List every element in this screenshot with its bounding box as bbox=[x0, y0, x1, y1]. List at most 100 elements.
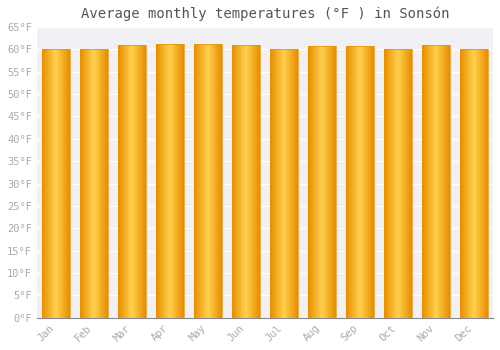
Bar bbox=[284, 49, 286, 318]
Bar bbox=[460, 49, 461, 318]
Bar bbox=[332, 47, 333, 318]
Bar bbox=[329, 47, 330, 318]
Bar bbox=[275, 49, 276, 318]
Bar bbox=[367, 47, 368, 318]
Bar bbox=[371, 47, 372, 318]
Bar bbox=[48, 49, 49, 318]
Bar bbox=[372, 47, 373, 318]
Bar bbox=[252, 45, 253, 318]
Bar bbox=[402, 49, 403, 318]
Bar bbox=[354, 47, 355, 318]
Bar bbox=[270, 49, 297, 318]
Bar bbox=[403, 49, 404, 318]
Bar bbox=[171, 44, 172, 318]
Bar bbox=[145, 45, 146, 318]
Bar bbox=[100, 49, 102, 318]
Bar bbox=[366, 47, 367, 318]
Bar bbox=[429, 45, 430, 318]
Bar bbox=[93, 49, 94, 318]
Bar bbox=[411, 49, 412, 318]
Bar bbox=[308, 47, 309, 318]
Bar bbox=[334, 47, 335, 318]
Bar bbox=[362, 47, 364, 318]
Bar bbox=[460, 49, 487, 318]
Bar bbox=[57, 49, 58, 318]
Bar bbox=[236, 45, 237, 318]
Bar bbox=[313, 47, 314, 318]
Bar bbox=[390, 49, 391, 318]
Bar bbox=[102, 49, 103, 318]
Bar bbox=[318, 47, 320, 318]
Bar bbox=[163, 44, 164, 318]
Bar bbox=[195, 44, 196, 318]
Bar bbox=[170, 44, 172, 318]
Bar bbox=[50, 49, 51, 318]
Bar bbox=[241, 45, 242, 318]
Bar bbox=[282, 49, 284, 318]
Bar bbox=[59, 49, 60, 318]
Bar bbox=[239, 45, 240, 318]
Bar bbox=[362, 47, 363, 318]
Bar bbox=[125, 45, 126, 318]
Bar bbox=[470, 49, 472, 318]
Bar bbox=[194, 44, 222, 318]
Bar bbox=[42, 49, 43, 318]
Bar bbox=[448, 45, 449, 318]
Bar bbox=[431, 45, 432, 318]
Bar bbox=[194, 44, 195, 318]
Bar bbox=[347, 47, 348, 318]
Bar bbox=[157, 44, 158, 318]
Bar bbox=[476, 49, 477, 318]
Bar bbox=[176, 44, 177, 318]
Bar bbox=[295, 49, 296, 318]
Bar bbox=[119, 45, 120, 318]
Bar bbox=[258, 45, 259, 318]
Bar bbox=[440, 45, 441, 318]
Bar bbox=[43, 49, 44, 318]
Bar bbox=[217, 44, 218, 318]
Bar bbox=[168, 44, 169, 318]
Bar bbox=[446, 45, 447, 318]
Bar bbox=[218, 44, 219, 318]
Bar bbox=[322, 47, 324, 318]
Bar bbox=[64, 49, 66, 318]
Bar bbox=[393, 49, 394, 318]
Bar bbox=[385, 49, 386, 318]
Bar bbox=[280, 49, 281, 318]
Bar bbox=[58, 49, 59, 318]
Bar bbox=[257, 45, 258, 318]
Bar bbox=[316, 47, 317, 318]
Bar bbox=[474, 49, 475, 318]
Bar bbox=[392, 49, 394, 318]
Bar bbox=[140, 45, 141, 318]
Bar bbox=[98, 49, 100, 318]
Bar bbox=[83, 49, 84, 318]
Bar bbox=[240, 45, 241, 318]
Bar bbox=[67, 49, 68, 318]
Bar bbox=[310, 47, 311, 318]
Bar bbox=[49, 49, 50, 318]
Bar bbox=[248, 45, 250, 318]
Bar bbox=[127, 45, 128, 318]
Bar bbox=[124, 45, 125, 318]
Bar bbox=[243, 45, 244, 318]
Bar bbox=[404, 49, 405, 318]
Bar bbox=[353, 47, 354, 318]
Bar bbox=[356, 47, 358, 318]
Bar bbox=[62, 49, 64, 318]
Bar bbox=[436, 45, 438, 318]
Bar bbox=[233, 45, 234, 318]
Bar bbox=[169, 44, 170, 318]
Bar bbox=[408, 49, 409, 318]
Bar bbox=[174, 44, 176, 318]
Bar bbox=[134, 45, 136, 318]
Bar bbox=[461, 49, 462, 318]
Bar bbox=[106, 49, 107, 318]
Bar bbox=[232, 45, 233, 318]
Bar bbox=[478, 49, 479, 318]
Bar bbox=[212, 44, 214, 318]
Bar bbox=[346, 47, 374, 318]
Bar bbox=[122, 45, 123, 318]
Bar bbox=[288, 49, 289, 318]
Bar bbox=[335, 47, 336, 318]
